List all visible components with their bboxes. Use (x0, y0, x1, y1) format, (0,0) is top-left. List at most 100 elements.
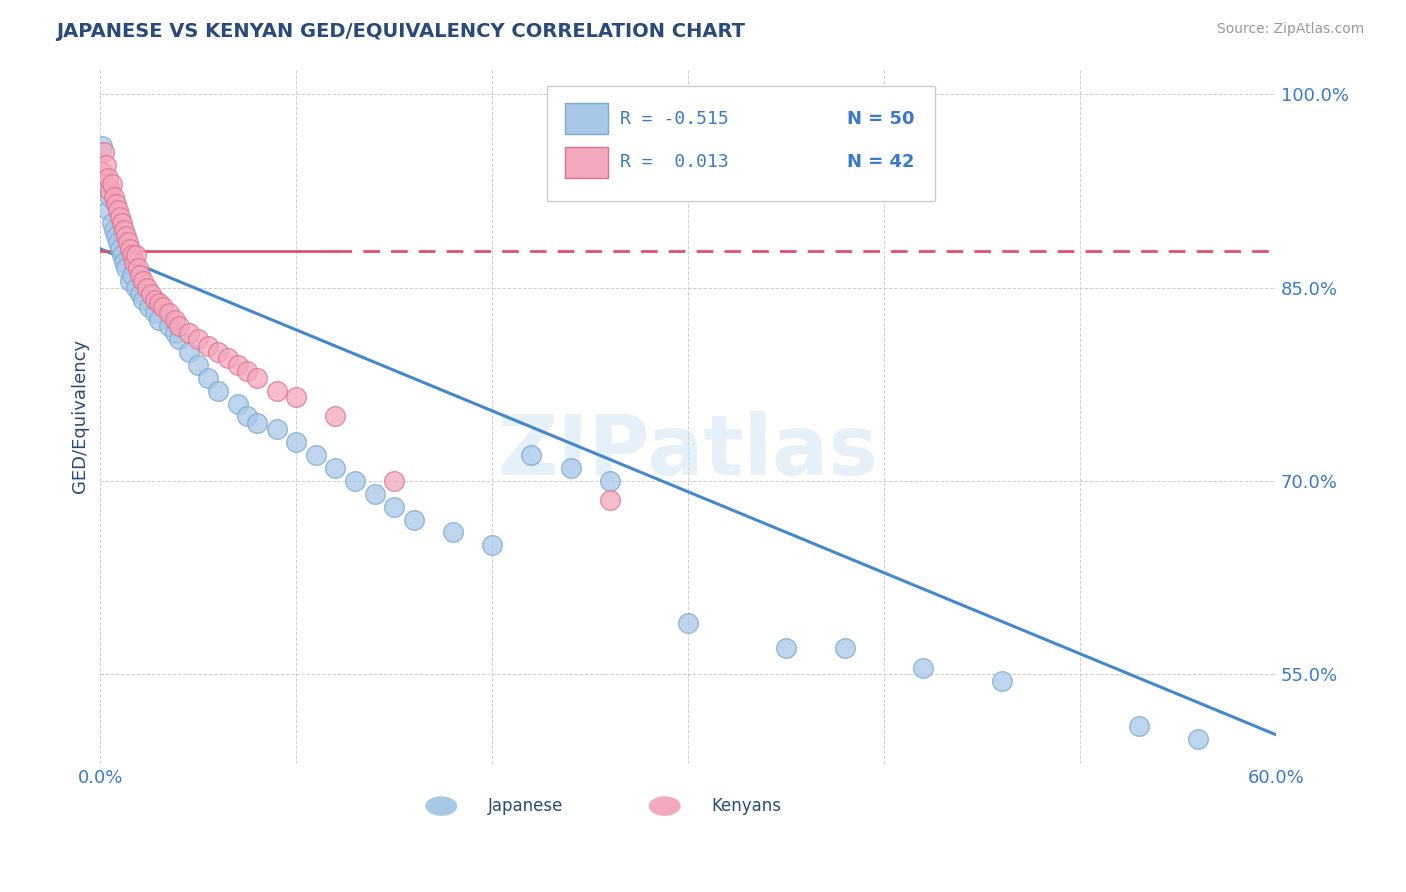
Point (325, 461, 347, 475)
Point (163, 326, 186, 340)
Point (382, 500, 405, 514)
Point (121, 268, 143, 282)
Point (676, 615, 699, 630)
Text: Japanese: Japanese (488, 797, 564, 815)
Point (266, 384, 288, 398)
Point (226, 358, 249, 372)
Point (1187, 731, 1209, 746)
Text: Kenyans: Kenyans (711, 797, 782, 815)
Text: N = 42: N = 42 (846, 153, 914, 171)
Point (344, 474, 367, 488)
Point (136, 280, 159, 294)
Point (285, 390, 308, 404)
Point (990, 673, 1012, 688)
Point (103, 190, 125, 204)
Point (152, 300, 174, 314)
Point (197, 371, 219, 385)
Point (363, 487, 385, 501)
Point (148, 296, 170, 310)
Point (775, 641, 797, 656)
Point (236, 364, 259, 378)
Point (207, 384, 229, 398)
Point (97, 203, 120, 218)
Point (912, 661, 935, 675)
Point (112, 222, 135, 236)
Point (143, 293, 166, 308)
Point (112, 255, 135, 269)
Point (122, 255, 145, 269)
Point (108, 210, 131, 224)
Point (177, 345, 200, 359)
Point (141, 287, 163, 301)
Point (167, 319, 190, 334)
Text: N = 50: N = 50 (846, 110, 914, 128)
Point (114, 229, 136, 244)
Point (520, 448, 543, 462)
Point (143, 306, 166, 320)
FancyBboxPatch shape (565, 147, 609, 178)
Point (187, 358, 209, 372)
Point (124, 248, 146, 262)
Point (132, 293, 155, 308)
Text: Source: ZipAtlas.com: Source: ZipAtlas.com (1216, 22, 1364, 37)
Point (157, 306, 180, 320)
Text: ZIPatlas: ZIPatlas (498, 410, 879, 491)
Point (138, 300, 160, 314)
Point (157, 319, 180, 334)
Point (128, 287, 150, 301)
Point (187, 332, 209, 346)
Point (197, 338, 219, 352)
FancyBboxPatch shape (547, 86, 935, 201)
FancyBboxPatch shape (565, 103, 609, 134)
Point (246, 416, 269, 430)
Point (93, 145, 115, 160)
Point (101, 178, 124, 192)
Point (107, 203, 129, 218)
Point (96, 178, 118, 192)
Point (98, 184, 121, 198)
Point (325, 409, 347, 424)
Point (402, 512, 425, 526)
Point (105, 229, 128, 244)
Point (108, 242, 131, 256)
Point (560, 461, 582, 475)
Point (226, 396, 249, 410)
Point (118, 242, 141, 256)
Y-axis label: GED/Equivalency: GED/Equivalency (72, 339, 89, 493)
Text: R =  0.013: R = 0.013 (620, 153, 728, 171)
Point (127, 261, 149, 276)
Point (599, 493, 621, 508)
Point (128, 268, 150, 282)
Point (121, 248, 143, 262)
Point (481, 538, 503, 552)
Point (177, 326, 200, 340)
Point (91, 138, 114, 153)
Point (91, 164, 114, 178)
Point (599, 474, 621, 488)
Point (441, 525, 464, 540)
Point (124, 280, 146, 294)
Point (101, 216, 124, 230)
Point (132, 274, 155, 288)
Point (118, 274, 141, 288)
Point (246, 371, 269, 385)
Point (382, 474, 405, 488)
Point (285, 435, 308, 450)
Point (148, 313, 170, 327)
Point (217, 351, 239, 366)
Point (167, 332, 190, 346)
Point (96, 158, 118, 172)
Point (163, 313, 186, 327)
Point (107, 235, 129, 250)
Point (103, 222, 125, 236)
Point (236, 409, 259, 424)
Circle shape (650, 797, 681, 815)
Point (207, 345, 229, 359)
Point (105, 196, 128, 211)
Point (111, 248, 134, 262)
Point (114, 261, 136, 276)
Text: R = -0.515: R = -0.515 (620, 110, 728, 128)
Point (98, 190, 121, 204)
Text: JAPANESE VS KENYAN GED/EQUIVALENCY CORRELATION CHART: JAPANESE VS KENYAN GED/EQUIVALENCY CORRE… (56, 22, 745, 41)
Circle shape (426, 797, 457, 815)
